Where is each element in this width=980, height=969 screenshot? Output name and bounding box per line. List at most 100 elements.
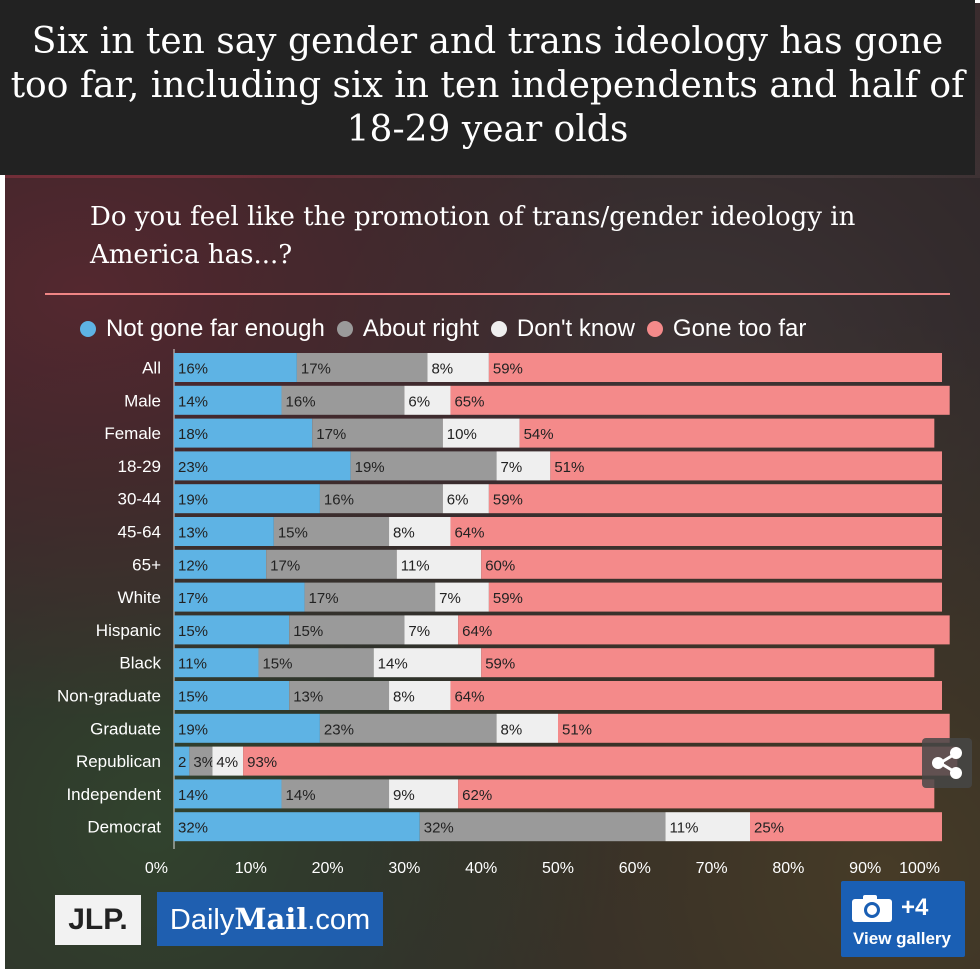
legend-swatch bbox=[80, 321, 96, 337]
bar-segment bbox=[312, 418, 443, 448]
bar-segment bbox=[212, 746, 244, 776]
share-icon bbox=[932, 747, 962, 779]
divider bbox=[45, 293, 950, 295]
bar-segment bbox=[174, 549, 267, 579]
data-label: 15% bbox=[293, 623, 323, 640]
bar-segment bbox=[389, 517, 451, 546]
bar-segment bbox=[174, 582, 305, 612]
camera-icon bbox=[851, 893, 893, 923]
category-label: Democrat bbox=[87, 818, 161, 837]
data-label: 15% bbox=[178, 689, 208, 706]
data-label: 8% bbox=[393, 525, 415, 542]
jlp-logo: JLP. bbox=[55, 895, 141, 945]
data-label: 12% bbox=[178, 557, 208, 574]
bar-segment bbox=[174, 451, 351, 481]
bar-segment bbox=[174, 517, 274, 546]
data-label: 54% bbox=[524, 426, 554, 443]
data-label: 7% bbox=[501, 459, 523, 476]
share-button[interactable] bbox=[922, 738, 972, 788]
data-label: 13% bbox=[293, 689, 323, 706]
x-tick-label: 50% bbox=[542, 860, 574, 877]
bar-segment bbox=[419, 812, 666, 842]
chart-question: Do you feel like the promotion of trans/… bbox=[90, 202, 856, 270]
bar-segment bbox=[243, 746, 958, 776]
data-label: 14% bbox=[178, 787, 208, 804]
bar-segment bbox=[350, 451, 497, 481]
data-label: 6% bbox=[408, 393, 430, 410]
data-label: 17% bbox=[316, 426, 346, 443]
data-label: 14% bbox=[286, 787, 316, 804]
legend-swatch bbox=[646, 321, 663, 337]
bar-segment bbox=[389, 681, 451, 710]
data-label: 51% bbox=[562, 721, 592, 738]
category-label: 45-64 bbox=[118, 523, 161, 542]
data-label: 64% bbox=[462, 623, 492, 640]
legend-label: About right bbox=[362, 315, 479, 342]
bar-segment bbox=[289, 681, 390, 710]
data-label: 25% bbox=[754, 820, 784, 837]
category-label: Independent bbox=[66, 785, 161, 804]
bar-segment bbox=[496, 451, 551, 481]
bar-segment bbox=[389, 779, 459, 809]
bar-segment bbox=[281, 385, 405, 415]
bar-segment bbox=[273, 517, 390, 546]
data-label: 93% bbox=[247, 754, 277, 771]
bar-segment bbox=[450, 681, 942, 710]
legend-label: Not gone far enough bbox=[106, 315, 325, 342]
bar-segment bbox=[174, 615, 290, 645]
x-tick-label: 90% bbox=[849, 860, 881, 877]
data-label: 62% bbox=[462, 787, 492, 804]
bar-segment bbox=[558, 713, 950, 743]
bar-segment bbox=[435, 582, 489, 612]
category-label: White bbox=[118, 588, 161, 607]
dailymail-logo-suffix: .com bbox=[307, 904, 371, 936]
legend-swatch bbox=[336, 321, 353, 337]
x-tick-label: 100% bbox=[899, 860, 940, 877]
bar-segment bbox=[174, 713, 320, 743]
data-label: 8% bbox=[431, 361, 453, 378]
data-label: 59% bbox=[493, 590, 523, 607]
bar-segment bbox=[289, 615, 405, 645]
bar-segment bbox=[404, 615, 459, 645]
data-label: 64% bbox=[454, 525, 484, 542]
data-label: 15% bbox=[262, 656, 292, 673]
data-label: 17% bbox=[270, 557, 300, 574]
data-label: 11% bbox=[178, 656, 207, 673]
data-label: 64% bbox=[454, 689, 484, 706]
bar-segment bbox=[174, 385, 282, 415]
category-label: Hispanic bbox=[96, 621, 162, 640]
bar-segment bbox=[396, 549, 482, 579]
bar-segment bbox=[450, 385, 950, 415]
gallery-label: View gallery bbox=[853, 929, 951, 948]
data-label: 7% bbox=[408, 623, 430, 640]
data-label: 9% bbox=[393, 787, 415, 804]
bar-segment bbox=[319, 484, 443, 514]
bar-segment bbox=[281, 779, 390, 809]
bar-segment bbox=[481, 549, 942, 579]
bar-segment bbox=[442, 418, 520, 448]
bar-segment bbox=[488, 353, 942, 382]
data-label: 16% bbox=[286, 393, 316, 410]
bar-segment bbox=[450, 517, 942, 546]
data-label: 4% bbox=[216, 754, 238, 771]
data-label: 59% bbox=[493, 361, 523, 378]
x-tick-label: 80% bbox=[772, 860, 804, 877]
data-label: 2 bbox=[178, 754, 186, 771]
bar-segment bbox=[665, 812, 750, 842]
legend-label: Don't know bbox=[516, 315, 635, 342]
legend-item-dont-know: Don't know bbox=[490, 315, 635, 343]
data-label: 23% bbox=[324, 721, 354, 738]
bar-segment bbox=[442, 484, 489, 514]
data-label: 14% bbox=[378, 656, 408, 673]
data-label: 13% bbox=[178, 525, 208, 542]
bar-segment bbox=[174, 418, 313, 448]
category-label: Republican bbox=[76, 752, 161, 771]
data-label: 19% bbox=[355, 459, 385, 476]
category-label: Male bbox=[124, 391, 161, 410]
data-label: 19% bbox=[178, 492, 208, 509]
bar-segment bbox=[174, 812, 420, 842]
bar-segment bbox=[189, 746, 213, 776]
x-tick-label: 60% bbox=[619, 860, 651, 877]
category-label: All bbox=[142, 359, 161, 378]
view-gallery-button[interactable]: +4 View gallery bbox=[841, 881, 965, 957]
